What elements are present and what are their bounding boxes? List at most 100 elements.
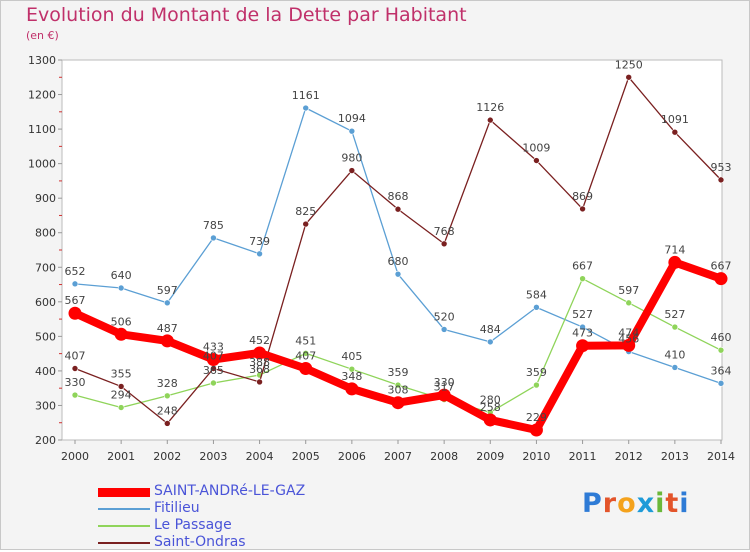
data-label: 451 — [295, 334, 316, 347]
data-label: 487 — [157, 322, 178, 335]
data-label: 317 — [434, 381, 455, 394]
data-label: 527 — [572, 308, 593, 321]
data-point — [299, 361, 313, 375]
logo-letter: r — [602, 488, 618, 519]
data-point — [302, 349, 310, 357]
data-label: 248 — [157, 404, 178, 417]
data-point — [394, 270, 402, 278]
data-label: 652 — [65, 265, 86, 278]
logo-letter: t — [665, 488, 680, 519]
x-tick-label: 2005 — [292, 450, 320, 463]
data-point — [671, 128, 679, 136]
data-label: 868 — [388, 190, 409, 203]
data-label: 388 — [249, 356, 270, 369]
logo-letter: o — [617, 488, 637, 519]
data-point — [717, 380, 725, 387]
y-tick-label: 1000 — [28, 158, 56, 171]
data-label: 667 — [572, 260, 593, 273]
data-label: 330 — [65, 376, 86, 389]
y-tick-label: 400 — [35, 365, 56, 378]
data-point — [348, 365, 356, 373]
data-point — [163, 299, 171, 307]
data-point — [440, 240, 448, 248]
data-label: 452 — [249, 334, 270, 347]
data-label: 520 — [434, 310, 455, 323]
data-label: 229 — [526, 411, 547, 424]
data-point — [114, 327, 128, 341]
data-point — [348, 167, 356, 174]
logo-letter: P — [582, 488, 603, 519]
data-point — [622, 338, 636, 352]
logo-letter: x — [636, 488, 656, 519]
data-point — [206, 353, 220, 367]
data-point — [210, 234, 217, 242]
data-point — [394, 205, 402, 213]
data-point — [437, 388, 451, 402]
data-point — [625, 299, 633, 307]
data-point — [117, 284, 125, 292]
data-point — [576, 339, 590, 353]
data-label: 433 — [203, 341, 224, 354]
legend-swatch — [98, 525, 150, 527]
data-label: 355 — [111, 367, 132, 380]
legend-swatch — [98, 508, 150, 510]
x-tick-label: 2004 — [246, 450, 274, 463]
data-label: 527 — [664, 308, 685, 321]
data-label: 1250 — [615, 58, 643, 71]
y-tick-label: 500 — [35, 330, 56, 343]
data-label: 365 — [203, 364, 224, 377]
y-tick-label: 800 — [35, 227, 56, 240]
data-labels: 567 506 487 433 452 407 348 308 330 258 229 473 474 7… — [65, 58, 732, 424]
data-label: 407 — [65, 349, 86, 362]
data-label: 584 — [526, 288, 547, 301]
data-point — [533, 157, 540, 164]
data-point — [579, 205, 586, 213]
data-point — [210, 379, 217, 387]
data-label: 667 — [711, 260, 732, 273]
data-point — [533, 381, 540, 389]
x-tick-label: 2012 — [615, 450, 643, 463]
data-label: 407 — [295, 349, 316, 362]
data-point — [625, 73, 633, 81]
data-label: 330 — [434, 376, 455, 389]
data-point — [253, 346, 267, 360]
data-point — [391, 396, 405, 410]
y-tick-label: 300 — [35, 399, 56, 412]
data-label: 567 — [65, 294, 86, 307]
data-point — [256, 250, 263, 258]
data-label: 714 — [664, 243, 685, 256]
data-point — [668, 255, 682, 269]
data-label: 460 — [711, 331, 732, 344]
data-point — [533, 304, 540, 311]
data-label: 768 — [434, 225, 455, 238]
data-label: 739 — [249, 235, 270, 248]
x-tick-label: 2009 — [476, 450, 504, 463]
data-label: 473 — [572, 327, 593, 340]
data-label: 407 — [203, 349, 224, 362]
x-tick-label: 2002 — [153, 450, 181, 463]
logo-letter: i — [655, 488, 666, 519]
x-tick-label: 2014 — [707, 450, 735, 463]
x-tick-label: 2011 — [569, 450, 597, 463]
data-label: 294 — [111, 389, 132, 402]
data-point — [71, 365, 79, 372]
data-point — [302, 220, 310, 228]
data-point — [163, 420, 171, 427]
data-label: 869 — [572, 190, 593, 203]
data-point — [256, 378, 263, 386]
legend-label: Le Passage — [154, 517, 232, 533]
data-point — [440, 326, 448, 333]
data-point — [348, 127, 356, 135]
data-point — [717, 176, 725, 184]
data-label: 405 — [341, 350, 362, 363]
data-label: 597 — [618, 284, 639, 297]
data-point — [486, 338, 494, 346]
data-point — [117, 383, 125, 390]
data-point — [68, 306, 82, 320]
data-label: 474 — [618, 326, 639, 339]
data-point — [163, 392, 171, 400]
y-tick-label: 200 — [35, 434, 56, 447]
x-tick-label: 2006 — [338, 450, 366, 463]
legend-label: Saint-Ondras — [154, 534, 246, 550]
